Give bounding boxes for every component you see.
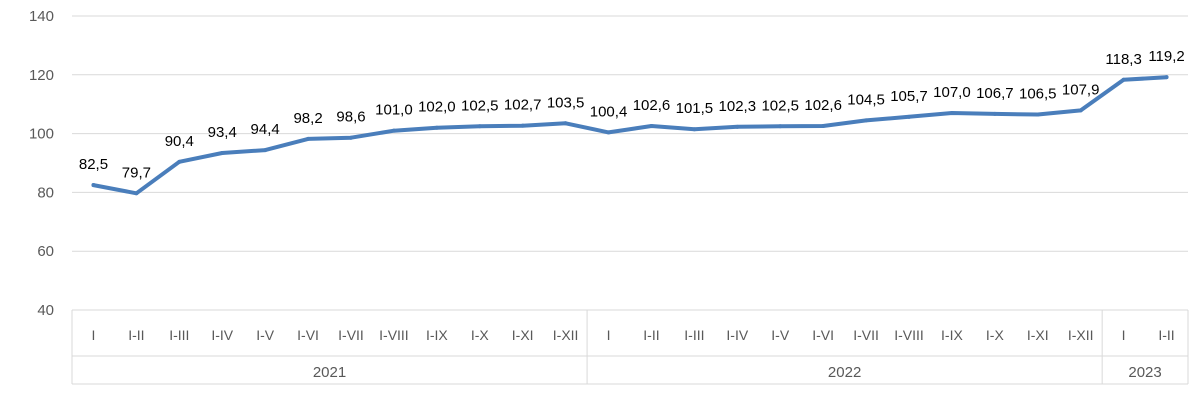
data-point [649, 123, 654, 128]
x-tick-label: I-IX [426, 327, 448, 343]
x-tick-label: I-XII [553, 327, 579, 343]
x-tick-label: I-IX [941, 327, 963, 343]
series-line [91, 75, 1169, 196]
data-point [606, 130, 611, 135]
data-point [778, 124, 783, 129]
data-point [91, 183, 96, 188]
data-point [220, 151, 225, 156]
x-tick-label: I-VII [338, 327, 364, 343]
x-tick-label: I-V [256, 327, 275, 343]
data-point [692, 127, 697, 132]
data-label: 82,5 [79, 156, 108, 173]
data-label: 98,2 [293, 110, 322, 127]
x-tick-label: I-II [1158, 327, 1174, 343]
data-label: 102,5 [761, 97, 799, 114]
data-point [434, 125, 439, 130]
data-label: 90,4 [165, 133, 194, 150]
x-tick-label: I-III [169, 327, 189, 343]
data-point [1035, 112, 1040, 117]
data-label: 102,3 [719, 98, 757, 115]
data-label: 100,4 [590, 103, 628, 120]
x-tick-label: I [1122, 327, 1126, 343]
data-label: 118,3 [1105, 51, 1141, 68]
data-label: 106,7 [976, 85, 1014, 102]
data-label: 102,0 [418, 99, 456, 116]
data-point [477, 124, 482, 129]
x-tick-label: I-IV [726, 327, 748, 343]
x-tick-label: I-III [684, 327, 704, 343]
data-label: 98,6 [336, 109, 365, 126]
group-label: 2023 [1128, 364, 1161, 381]
data-point [735, 124, 740, 129]
x-tick-label: I-XI [1027, 327, 1049, 343]
x-axis: I I-II I-III I-IV I-V I-VI I-VII I-VIII I-IX I-X I… [71, 310, 1189, 385]
data-label: 119,2 [1148, 48, 1184, 65]
x-tick-label: I-X [986, 327, 1005, 343]
data-point [391, 128, 396, 133]
data-label: 101,0 [375, 102, 413, 119]
y-tick-label: 40 [37, 302, 54, 319]
y-tick-label: 60 [37, 243, 54, 260]
x-tick-label: I-V [771, 327, 790, 343]
x-tick-label: I-VIII [894, 327, 924, 343]
data-point [349, 135, 353, 140]
data-point [1078, 108, 1083, 113]
data-point [520, 123, 525, 128]
data-label: 102,7 [504, 97, 542, 114]
x-tick-label: I [92, 327, 96, 343]
group-label: 2021 [313, 364, 346, 381]
data-label: 102,6 [804, 97, 842, 114]
data-label: 106,5 [1019, 85, 1057, 102]
x-tick-label: I [607, 327, 611, 343]
y-tick-label: 80 [37, 184, 54, 201]
data-label: 104,5 [847, 91, 885, 108]
data-point [134, 191, 139, 196]
data-point [1121, 77, 1126, 82]
data-labels: 82,5 79,7 90,4 93,4 94,4 98,2 98,6 101,0 102,0 10… [79, 48, 1185, 181]
data-label: 107,0 [933, 84, 971, 101]
data-label: 79,7 [122, 164, 151, 181]
data-label: 105,7 [890, 88, 928, 105]
y-tick-label: 120 [29, 67, 54, 84]
y-tick-label: 140 [29, 8, 54, 25]
group-label: 2022 [828, 364, 861, 381]
data-label: 102,5 [461, 97, 499, 114]
data-point [864, 118, 869, 123]
x-tick-label: I-IV [211, 327, 233, 343]
x-tick-label: I-VI [812, 327, 834, 343]
data-label: 94,4 [251, 121, 280, 138]
data-label: 101,5 [676, 100, 714, 117]
x-tick-label: I-X [471, 327, 490, 343]
data-label: 102,6 [633, 97, 671, 114]
data-label: 103,5 [547, 94, 585, 111]
data-label: 93,4 [208, 124, 237, 141]
data-point [907, 114, 911, 119]
data-point [821, 123, 826, 128]
x-tick-label: I-II [128, 327, 144, 343]
data-label: 107,9 [1062, 81, 1100, 98]
data-point [563, 121, 568, 126]
x-tick-label: I-VI [297, 327, 319, 343]
data-point [263, 148, 268, 153]
data-point [949, 111, 954, 116]
x-tick-label: I-VIII [379, 327, 409, 343]
data-point [306, 136, 311, 141]
x-tick-label: I-XII [1068, 327, 1094, 343]
series-layer [91, 75, 1169, 196]
x-tick-label: I-XI [512, 327, 534, 343]
x-tick-label: I-VII [853, 327, 879, 343]
data-point [992, 111, 997, 116]
data-point [177, 159, 182, 164]
gridlines [72, 15, 1188, 311]
data-point [1164, 75, 1169, 80]
y-axis: 40 60 80 100 120 140 [29, 8, 54, 319]
x-tick-label: I-II [643, 327, 659, 343]
y-tick-label: 100 [29, 126, 54, 143]
